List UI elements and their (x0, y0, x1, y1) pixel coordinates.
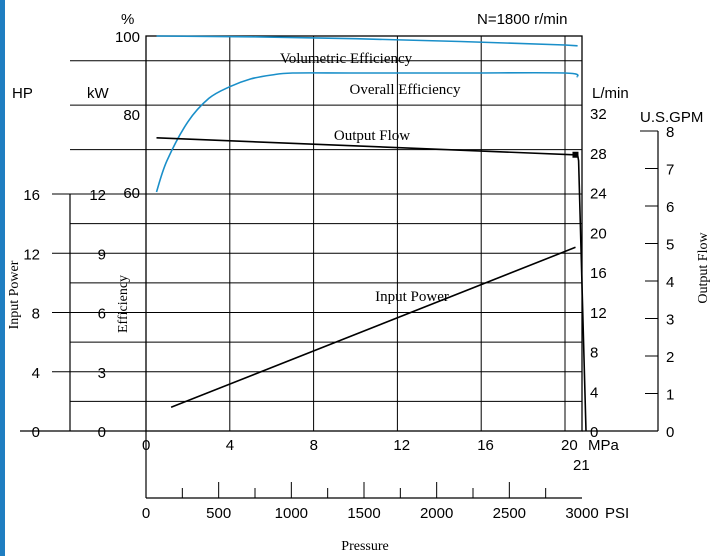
chart-grid (70, 35, 583, 432)
kw-tick-label: 6 (98, 306, 106, 323)
gpm-tick-label: 5 (666, 237, 674, 254)
plot-frame (145, 35, 583, 432)
mpa-tick-label: 4 (226, 437, 234, 454)
psi-tick-label: 0 (142, 505, 150, 522)
psi-tick-label: 3000 (565, 505, 598, 522)
eff-tick-label: 80 (123, 107, 140, 124)
lmin-tick-label: 20 (590, 225, 607, 242)
kw-tick-label: 3 (98, 365, 106, 382)
series-label-output-flow: Output Flow (334, 128, 410, 144)
eff-tick-label: 100 (115, 29, 140, 46)
gpm-tick-label: 8 (666, 124, 674, 141)
kw-tick-label: 0 (98, 424, 106, 441)
lmin-tick-label: 32 (590, 106, 607, 123)
kw-unit-label: kW (87, 85, 110, 102)
eff-unit-label: % (121, 11, 134, 28)
hp-tick-label: 4 (32, 365, 40, 382)
lmin-tick-label: 12 (590, 305, 607, 322)
lmin-tick-label: 24 (590, 186, 607, 203)
series-label-overall-efficiency: Overall Efficiency (350, 82, 461, 98)
gpm-unit-label: U.S.GPM (640, 109, 703, 126)
series-volumetric-efficiency (156, 35, 578, 47)
input-power-axis-title: Input Power (7, 260, 22, 329)
left-blue-edge (0, 0, 5, 556)
chart-labels: 0481216HP036912kW6080100%048121620242832… (7, 11, 711, 554)
mpa-tick-label: 12 (393, 437, 410, 454)
mpa-unit-label: MPa (588, 437, 620, 454)
kw-tick-label: 12 (89, 187, 106, 204)
mpa-tick-label: 20 (561, 437, 578, 454)
x-axis-title: Pressure (341, 539, 388, 554)
mpa-tick-label: 8 (310, 437, 318, 454)
gpm-tick-label: 1 (666, 387, 674, 404)
psi-tick-label: 500 (206, 505, 231, 522)
gpm-tick-label: 3 (666, 312, 674, 329)
output-flow-axis-title: Output Flow (696, 232, 711, 304)
mpa-21-label: 21 (573, 457, 590, 474)
gpm-tick-label: 6 (666, 199, 674, 216)
lmin-tick-label: 28 (590, 146, 607, 163)
psi-tick-label: 1000 (275, 505, 308, 522)
lmin-tick-label: 8 (590, 345, 598, 362)
series-label-volumetric-efficiency: Volumetric Efficiency (280, 51, 413, 67)
series-overall-efficiency (155, 71, 579, 193)
hp-tick-label: 16 (23, 187, 40, 204)
lmin-tick-label: 4 (590, 384, 598, 401)
gpm-tick-label: 2 (666, 349, 674, 366)
chart-series (155, 35, 587, 432)
psi-tick-label: 2500 (493, 505, 526, 522)
psi-tick-label: 2000 (420, 505, 453, 522)
kw-tick-label: 9 (98, 246, 106, 263)
gpm-tick-label: 0 (666, 424, 674, 441)
chart-axes (20, 130, 659, 499)
mpa-tick-label: 16 (477, 437, 494, 454)
mpa-tick-label: 0 (142, 437, 150, 454)
hp-tick-label: 12 (23, 246, 40, 263)
psi-unit-label: PSI (605, 505, 629, 522)
lmin-tick-label: 0 (590, 424, 598, 441)
gpm-tick-label: 7 (666, 162, 674, 179)
psi-tick-label: 1500 (347, 505, 380, 522)
series-input-power (170, 246, 576, 409)
lmin-unit-label: L/min (592, 85, 629, 102)
knee-marker (572, 151, 579, 158)
speed-note: N=1800 r/min (477, 11, 567, 28)
gpm-tick-label: 4 (666, 274, 674, 291)
hp-tick-label: 0 (32, 424, 40, 441)
efficiency-axis-title: Efficiency (116, 275, 131, 333)
lmin-tick-label: 16 (590, 265, 607, 282)
series-label-input-power: Input Power (375, 289, 449, 305)
eff-tick-label: 60 (123, 185, 140, 202)
hp-tick-label: 8 (32, 306, 40, 323)
hp-unit-label: HP (12, 85, 33, 102)
